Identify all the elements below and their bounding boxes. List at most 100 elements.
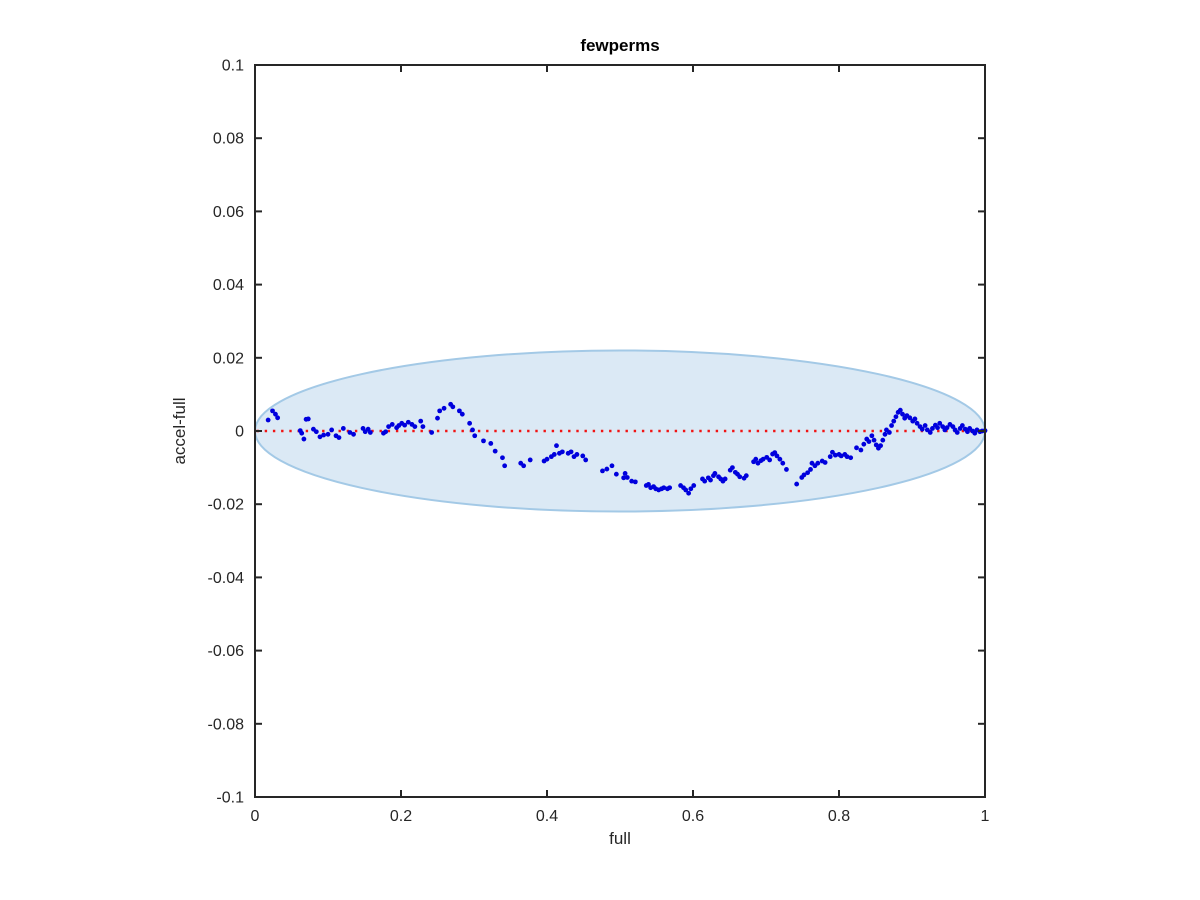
y-tick-label: -0.1 — [216, 790, 244, 807]
scatter-point — [907, 415, 913, 421]
scatter-point — [737, 474, 743, 480]
scatter-point — [429, 430, 435, 435]
scatter-point — [927, 430, 933, 435]
y-tick-label: 0.04 — [213, 277, 244, 294]
y-tick-label: -0.02 — [208, 497, 245, 514]
scatter-point — [722, 476, 728, 482]
scatter-point — [866, 439, 872, 445]
scatter-point — [882, 431, 888, 437]
scatter-point — [367, 430, 373, 435]
scatter-point — [891, 418, 897, 424]
scatter-point — [919, 426, 925, 432]
scatter-point — [402, 422, 408, 428]
scatter-point — [580, 453, 586, 459]
scatter-points — [265, 401, 988, 496]
scatter-point — [959, 423, 965, 428]
scatter-point — [937, 420, 943, 426]
scatter-point — [621, 475, 627, 481]
scatter-point — [317, 434, 323, 440]
scatter-point — [554, 443, 559, 449]
scatter-point — [808, 467, 813, 472]
scatter-point — [794, 481, 800, 487]
scatter-point — [629, 478, 635, 484]
scatter-point — [889, 423, 894, 428]
scatter-point — [600, 468, 605, 474]
scatter-point — [500, 455, 505, 461]
scatter-point — [270, 408, 275, 414]
scatter-point — [574, 452, 580, 457]
scatter-point — [914, 420, 920, 426]
scatter-point — [488, 441, 494, 446]
scatter-point — [893, 414, 899, 420]
scatter-point — [275, 415, 281, 421]
scatter-point — [753, 456, 759, 462]
scatter-point — [848, 455, 854, 461]
scatter-point — [688, 486, 694, 492]
scatter-point — [301, 436, 307, 442]
scatter-point — [760, 456, 766, 462]
scatter-point — [805, 470, 811, 476]
scatter-point — [435, 415, 440, 421]
scatter-point — [822, 460, 828, 465]
scatter-point — [869, 433, 875, 439]
x-tick-label: 0.8 — [828, 808, 850, 825]
x-tick-label: 0.6 — [682, 808, 704, 825]
scatter-point — [604, 466, 610, 472]
scatter-point — [897, 407, 903, 413]
x-tick-label: 0.2 — [390, 808, 412, 825]
scatter-point — [481, 438, 486, 444]
scatter-point — [386, 424, 391, 430]
axis-ticks — [254, 64, 986, 798]
scatter-point — [299, 430, 305, 436]
scatter-point — [568, 449, 574, 455]
scatter-point — [472, 433, 478, 439]
scatter-point — [613, 471, 619, 477]
y-tick-label: 0.02 — [213, 350, 244, 367]
scatter-point — [854, 445, 859, 451]
scatter-point — [830, 449, 835, 455]
scatter-point — [437, 408, 443, 414]
x-tick-label: 1 — [981, 808, 990, 825]
scatter-point — [441, 405, 447, 411]
scatter-point — [622, 471, 628, 476]
scatter-point — [412, 424, 418, 430]
y-tick-label: 0.08 — [213, 131, 244, 148]
y-tick-label: -0.06 — [208, 643, 245, 660]
scatter-point — [305, 416, 311, 422]
scatter-point — [347, 430, 353, 435]
scatter-point — [273, 411, 278, 417]
scatter-point — [686, 490, 692, 496]
scatter-point — [470, 427, 475, 433]
y-tick-label: 0.06 — [213, 204, 244, 221]
scatter-point — [784, 467, 789, 472]
scatter-point — [457, 408, 462, 414]
scatter-point — [321, 432, 327, 438]
scatter-point — [886, 430, 892, 435]
tick-labels: 0 0.2 0.4 0.6 0.8 1 0.1 0.08 0.06 0.04 0.02 0 -0.02 -… — [208, 58, 990, 826]
scatter-point — [351, 431, 356, 437]
y-tick-label: -0.08 — [208, 716, 245, 733]
scatter-point — [827, 454, 833, 460]
scatter-point — [502, 463, 508, 469]
y-tick-label: 0.1 — [222, 58, 244, 75]
scatter-point — [527, 457, 533, 463]
scatter-point — [702, 478, 708, 484]
y-tick-label: -0.04 — [208, 570, 245, 587]
scatter-point — [418, 418, 424, 424]
scatter-point — [912, 416, 918, 422]
scatter-point — [383, 429, 389, 435]
scatter-point — [878, 443, 884, 449]
scatter-point — [624, 475, 630, 480]
scatter-point — [858, 447, 864, 453]
scatter-point — [712, 471, 718, 476]
scatter-point — [922, 423, 928, 428]
scatter-point — [389, 422, 395, 427]
scatter-point — [632, 479, 638, 485]
scatter-point — [265, 417, 271, 423]
scatter-point — [325, 431, 331, 437]
x-tick-label: 0 — [251, 808, 260, 825]
scatter-point — [521, 463, 527, 469]
scatter-point — [405, 419, 411, 425]
scatter-point — [683, 487, 689, 493]
